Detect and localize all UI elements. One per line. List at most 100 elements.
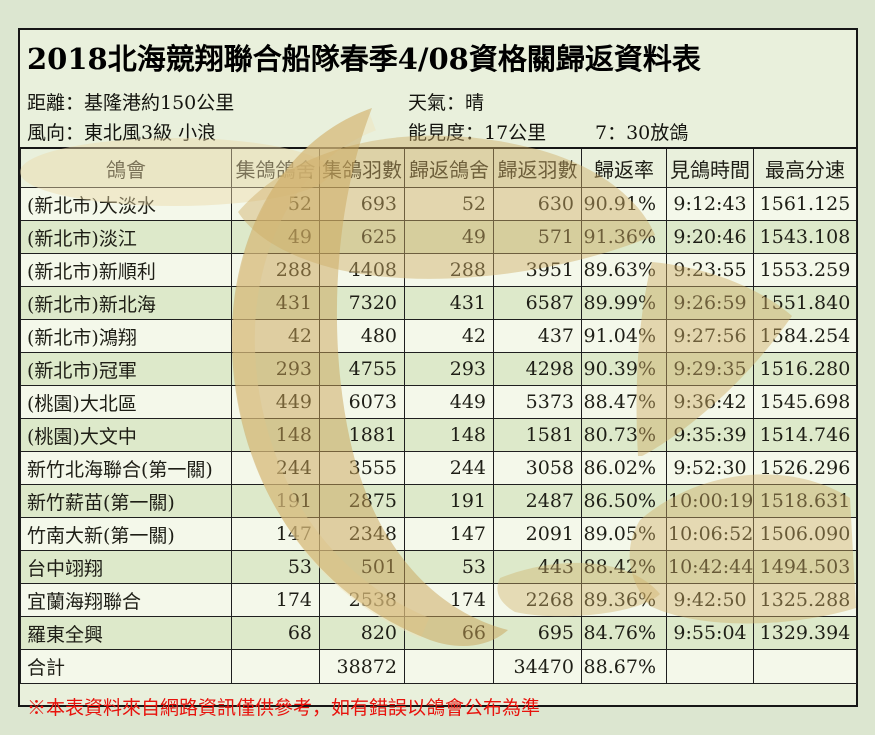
cell-collected-birds: 501: [319, 550, 405, 584]
cell-return-rate: 88.42%: [581, 550, 667, 584]
cell-top-speed: 1329.394: [753, 616, 857, 650]
cell-club: 新竹北海聯合(第一關): [20, 451, 232, 485]
cell-collected-birds: 2538: [319, 583, 405, 617]
cell-top-speed: 1543.108: [753, 220, 857, 254]
sheet: 2018北海競翔聯合船隊春季4/08資格關歸返資料表 距離：基隆港約150公里 …: [18, 28, 858, 719]
table-row: (新北市)鴻翔 42 480 42 437 91.04% 9:27:56 1584.254: [20, 319, 857, 353]
cell-returned-lofts: 147: [404, 517, 494, 551]
cell-top-speed: 1494.503: [753, 550, 857, 584]
cell-club: 台中翊翔: [20, 550, 232, 584]
total-cell-collected-lofts: [231, 649, 320, 684]
cell-returned-birds: 571: [493, 220, 582, 254]
cell-club: (新北市)大淡水: [20, 187, 232, 221]
cell-top-speed: 1526.296: [753, 451, 857, 485]
cell-returned-birds: 2487: [493, 484, 582, 518]
cell-club: 新竹薪苗(第一關): [20, 484, 232, 518]
cell-top-speed: 1516.280: [753, 352, 857, 386]
cell-collected-birds: 3555: [319, 451, 405, 485]
footnote: ※本表資料來自網路資訊僅供參考，如有錯誤以鴿會公布為準: [27, 696, 541, 719]
total-cell-top-speed: [753, 649, 857, 684]
cell-club: (桃園)大北區: [20, 385, 232, 419]
cell-collected-lofts: 191: [231, 484, 320, 518]
cell-top-speed: 1551.840: [753, 286, 857, 320]
cell-first-sight-time: 10:00:19: [666, 484, 754, 518]
cell-returned-birds: 5373: [493, 385, 582, 419]
cell-first-sight-time: 9:20:46: [666, 220, 754, 254]
cell-returned-birds: 630: [493, 187, 582, 221]
cell-first-sight-time: 9:55:04: [666, 616, 754, 650]
cell-collected-lofts: 53: [231, 550, 320, 584]
info-distance: 距離：基隆港約150公里: [27, 92, 235, 114]
cell-returned-lofts: 288: [404, 253, 494, 287]
total-cell-returned-lofts: [404, 649, 494, 684]
info-weather: 天氣：晴: [408, 92, 485, 114]
cell-returned-birds: 1581: [493, 418, 582, 452]
cell-club: (新北市)新北海: [20, 286, 232, 320]
cell-collected-birds: 4755: [319, 352, 405, 386]
cell-collected-lofts: 42: [231, 319, 320, 353]
cell-top-speed: 1506.090: [753, 517, 857, 551]
cell-returned-lofts: 52: [404, 187, 494, 221]
table-row: 竹南大新(第一關) 147 2348 147 2091 89.05% 10:06:52 150…: [20, 517, 857, 551]
header-top-speed: 最高分速: [753, 147, 857, 188]
cell-club: (新北市)淡江: [20, 220, 232, 254]
cell-return-rate: 91.36%: [581, 220, 667, 254]
info-block: 距離：基隆港約150公里 天氣：晴 風向：東北風3級 小浪 能見度：17公里 7…: [20, 86, 856, 147]
cell-collected-birds: 2348: [319, 517, 405, 551]
cell-returned-birds: 695: [493, 616, 582, 650]
cell-first-sight-time: 9:27:56: [666, 319, 754, 353]
table-row: 台中翊翔 53 501 53 443 88.42% 10:42:44 1494.503: [20, 550, 857, 584]
header-returned-birds: 歸返羽數: [493, 147, 582, 188]
cell-first-sight-time: 10:06:52: [666, 517, 754, 551]
cell-club: (新北市)冠軍: [20, 352, 232, 386]
cell-returned-lofts: 66: [404, 616, 494, 650]
table-row: (新北市)冠軍 293 4755 293 4298 90.39% 9:29:35 1516.2…: [20, 352, 857, 386]
total-cell-returned-birds: 34470: [493, 649, 582, 684]
cell-club: 竹南大新(第一關): [20, 517, 232, 551]
cell-return-rate: 84.76%: [581, 616, 667, 650]
cell-returned-birds: 443: [493, 550, 582, 584]
table-header: 鴿會 集鴿鴿舍 集鴿羽數 歸返鴿舍 歸返羽數 歸返率 見鴿時間 最高分速: [20, 147, 857, 188]
header-return-rate: 歸返率: [581, 147, 667, 188]
cell-returned-birds: 2268: [493, 583, 582, 617]
cell-returned-lofts: 191: [404, 484, 494, 518]
cell-returned-lofts: 244: [404, 451, 494, 485]
cell-return-rate: 89.99%: [581, 286, 667, 320]
cell-club: (新北市)新順利: [20, 253, 232, 287]
cell-return-rate: 89.05%: [581, 517, 667, 551]
cell-collected-lofts: 148: [231, 418, 320, 452]
table-row: (桃園)大文中 148 1881 148 1581 80.73% 9:35:39 1514.7…: [20, 418, 857, 452]
table-row: 宜蘭海翔聯合 174 2538 174 2268 89.36% 9:42:50 1325.28…: [20, 583, 857, 617]
cell-collected-lofts: 49: [231, 220, 320, 254]
cell-collected-birds: 625: [319, 220, 405, 254]
cell-top-speed: 1584.254: [753, 319, 857, 353]
header-first-sight-time: 見鴿時間: [666, 147, 754, 188]
cell-return-rate: 86.50%: [581, 484, 667, 518]
cell-return-rate: 89.36%: [581, 583, 667, 617]
cell-collected-birds: 820: [319, 616, 405, 650]
cell-top-speed: 1553.259: [753, 253, 857, 287]
table-row: (新北市)新順利 288 4408 288 3951 89.63% 9:23:55 1553.…: [20, 253, 857, 287]
header-collected-lofts: 集鴿鴿舍: [231, 147, 320, 188]
cell-return-rate: 90.91%: [581, 187, 667, 221]
table-row: 羅東全興 68 820 66 695 84.76% 9:55:04 1329.394: [20, 616, 857, 650]
cell-first-sight-time: 9:52:30: [666, 451, 754, 485]
cell-first-sight-time: 9:35:39: [666, 418, 754, 452]
returns-table: 鴿會 集鴿鴿舍 集鴿羽數 歸返鴿舍 歸返羽數 歸返率 見鴿時間 最高分速 (新北市)大淡水 52…: [20, 147, 857, 684]
info-release-time: 7：30放鴿: [595, 122, 689, 144]
cell-returned-birds: 6587: [493, 286, 582, 320]
cell-returned-lofts: 449: [404, 385, 494, 419]
cell-returned-birds: 2091: [493, 517, 582, 551]
cell-returned-lofts: 49: [404, 220, 494, 254]
header-row: 鴿會 集鴿鴿舍 集鴿羽數 歸返鴿舍 歸返羽數 歸返率 見鴿時間 最高分速: [20, 147, 857, 188]
cell-first-sight-time: 9:23:55: [666, 253, 754, 287]
info-wind: 風向：東北風3級 小浪: [27, 122, 217, 144]
table-row: 新竹北海聯合(第一關) 244 3555 244 3058 86.02% 9:52:30 15…: [20, 451, 857, 485]
total-cell-return-rate: 88.67%: [581, 649, 667, 684]
total-cell-first-sight-time: [666, 649, 754, 684]
total-row: 合計 38872 34470 88.67%: [20, 649, 857, 684]
cell-returned-birds: 3058: [493, 451, 582, 485]
cell-returned-lofts: 53: [404, 550, 494, 584]
cell-returned-birds: 3951: [493, 253, 582, 287]
